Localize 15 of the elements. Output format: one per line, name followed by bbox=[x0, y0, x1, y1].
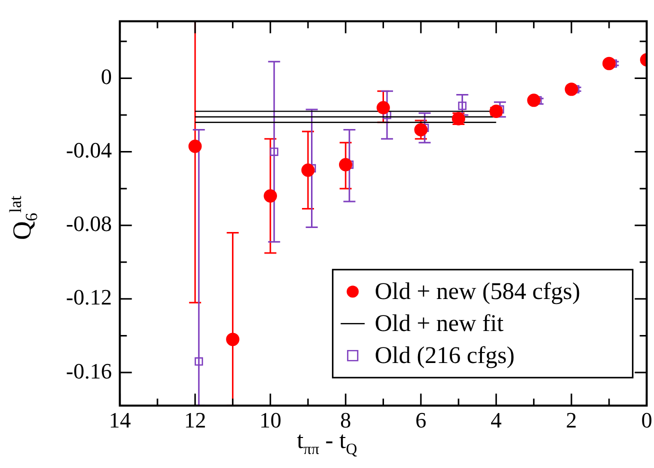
x-tick-label: 4 bbox=[490, 408, 502, 433]
y-tick-label: -0.12 bbox=[66, 284, 112, 310]
y-tick-label: -0.04 bbox=[66, 138, 112, 163]
y-tick-label: -0.08 bbox=[66, 211, 112, 236]
x-tick-label: 10 bbox=[259, 408, 282, 433]
y-tick-label: -0.16 bbox=[66, 358, 112, 384]
x-tick-label: 6 bbox=[415, 408, 426, 433]
x-tick-label: 0 bbox=[641, 408, 652, 433]
x-tick-label: 12 bbox=[184, 408, 206, 433]
legend-label: Old + new fit bbox=[374, 310, 504, 337]
legend-label: Old + new (584 cfgs) bbox=[374, 278, 580, 305]
y-tick-label: 0 bbox=[100, 64, 112, 89]
legend-label: Old (216 cfgs) bbox=[374, 342, 515, 369]
x-tick-label: 2 bbox=[566, 408, 577, 433]
x-tick-label: 14 bbox=[108, 408, 131, 433]
